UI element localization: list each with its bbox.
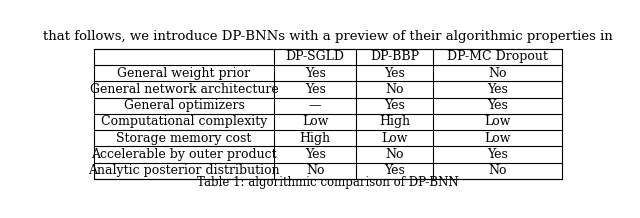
Text: Low: Low [302,116,328,128]
Text: No: No [385,83,404,96]
Text: No: No [488,164,507,177]
Text: Yes: Yes [487,83,508,96]
Text: Yes: Yes [487,99,508,112]
Text: Low: Low [484,116,511,128]
Text: High: High [300,132,331,145]
Text: General optimizers: General optimizers [124,99,244,112]
Text: Table 1: algorithmic comparison of DP-BNN: Table 1: algorithmic comparison of DP-BN… [197,176,459,189]
Text: General weight prior: General weight prior [118,67,251,80]
Text: DP-BBP: DP-BBP [370,50,419,63]
Text: Low: Low [381,132,408,145]
Text: No: No [488,67,507,80]
Text: No: No [306,164,324,177]
Text: Yes: Yes [305,148,326,161]
Text: DP-SGLD: DP-SGLD [285,50,344,63]
Text: Yes: Yes [384,67,405,80]
Text: Yes: Yes [305,67,326,80]
Text: Yes: Yes [487,148,508,161]
Text: Storage memory cost: Storage memory cost [116,132,252,145]
Text: that follows, we introduce DP-BNNs with a preview of their algorithmic propertie: that follows, we introduce DP-BNNs with … [43,30,613,43]
Text: DP-MC Dropout: DP-MC Dropout [447,50,548,63]
Text: Computational complexity: Computational complexity [101,116,268,128]
Text: Accelerable by outer product: Accelerable by outer product [92,148,277,161]
Text: General network architecture: General network architecture [90,83,278,96]
Text: Yes: Yes [384,164,405,177]
Text: Yes: Yes [384,99,405,112]
Text: Low: Low [484,132,511,145]
Text: Analytic posterior distribution: Analytic posterior distribution [88,164,280,177]
Text: —: — [309,99,321,112]
Text: High: High [379,116,410,128]
Text: Yes: Yes [305,83,326,96]
Text: No: No [385,148,404,161]
